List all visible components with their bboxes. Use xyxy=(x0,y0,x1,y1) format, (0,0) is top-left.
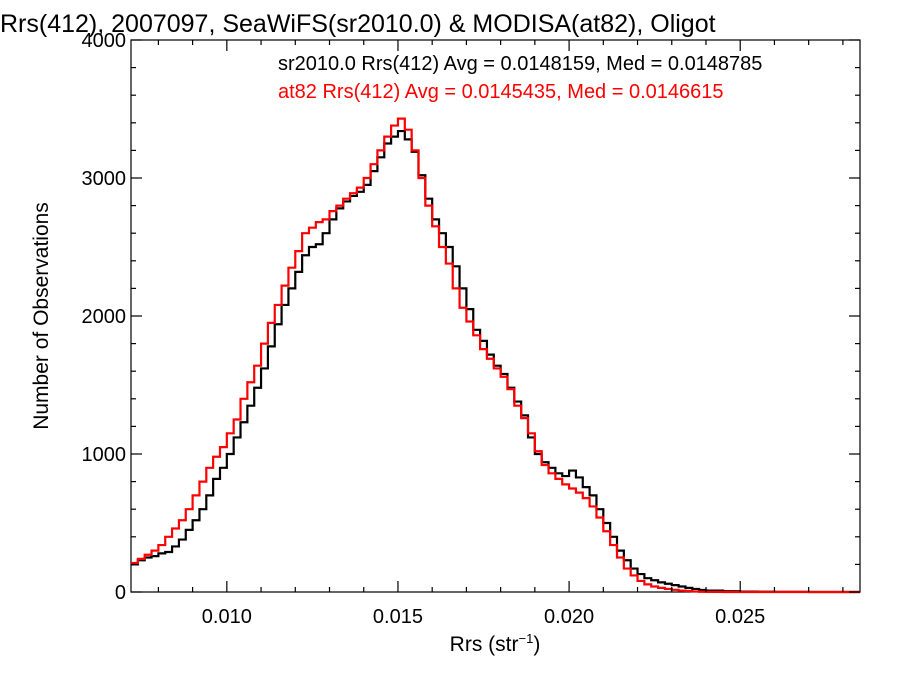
y-tick-labels: 0 1000 2000 3000 4000 xyxy=(82,30,127,604)
x-axis-label-superscript: −1 xyxy=(519,631,534,646)
legend-entry-at82: at82 Rrs(412) Avg = 0.0145435, Med = 0.0… xyxy=(278,81,724,103)
x-axis-label: Rrs (str−1) xyxy=(450,631,541,656)
x-tick-label: 0.010 xyxy=(202,606,252,628)
x-tick-label: 0.015 xyxy=(373,606,423,628)
x-tick-label: 0.020 xyxy=(544,606,594,628)
y-tick-label: 4000 xyxy=(82,30,127,52)
x-tick-labels: 0.010 0.015 0.020 0.025 xyxy=(202,606,765,628)
y-tick-label: 3000 xyxy=(82,168,127,190)
x-axis-label-close: ) xyxy=(533,633,540,656)
chart-title: Rrs(412), 2007097, SeaWiFS(sr2010.0) & M… xyxy=(0,10,716,38)
x-tick-label: 0.025 xyxy=(715,606,765,628)
series-line-sr2010-0 xyxy=(131,129,860,594)
y-tick-label: 0 xyxy=(115,582,126,604)
y-tick-label: 1000 xyxy=(82,444,127,466)
tick-layer xyxy=(131,39,860,593)
legend-entry-sr2010: sr2010.0 Rrs(412) Avg = 0.0148159, Med =… xyxy=(278,53,762,75)
y-axis-label: Number of Observations xyxy=(30,202,53,430)
legend: sr2010.0 Rrs(412) Avg = 0.0148159, Med =… xyxy=(278,53,762,103)
y-tick-label: 2000 xyxy=(82,306,127,328)
plot-area xyxy=(130,39,861,594)
x-axis-label-text: Rrs (str xyxy=(450,633,519,656)
series-layer xyxy=(131,117,860,594)
plot-frame xyxy=(130,39,861,593)
series-line-at82 xyxy=(131,117,860,594)
